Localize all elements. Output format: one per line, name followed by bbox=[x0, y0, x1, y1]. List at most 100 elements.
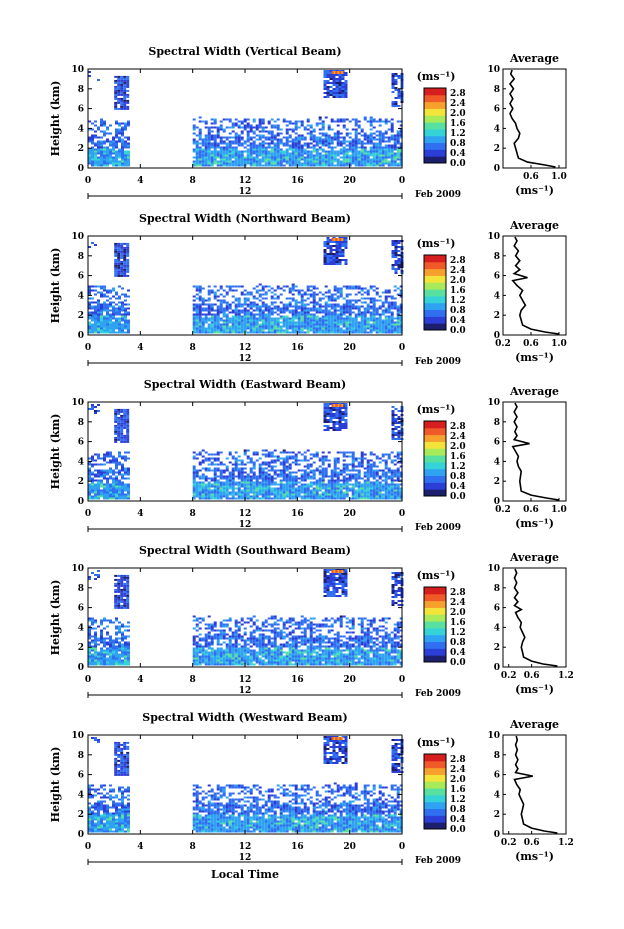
data-cell bbox=[201, 317, 205, 320]
data-cell bbox=[327, 136, 331, 139]
data-cell bbox=[109, 327, 112, 330]
data-cell bbox=[399, 132, 403, 135]
data-cell bbox=[338, 245, 342, 247]
data-cell bbox=[279, 321, 283, 324]
data-cell bbox=[201, 325, 205, 328]
data-cell bbox=[117, 434, 121, 437]
data-cell bbox=[213, 146, 217, 149]
data-cell bbox=[117, 252, 121, 255]
data-cell bbox=[258, 118, 262, 121]
data-cell bbox=[234, 331, 238, 334]
data-cell bbox=[335, 84, 339, 86]
data-cell bbox=[375, 331, 379, 334]
data-cell bbox=[123, 83, 127, 86]
data-cell bbox=[88, 293, 91, 296]
data-cell bbox=[282, 285, 286, 288]
data-cell bbox=[117, 428, 121, 431]
data-cell bbox=[273, 311, 277, 314]
data-cell bbox=[393, 158, 397, 161]
data-cell bbox=[234, 285, 238, 288]
data-cell bbox=[336, 120, 340, 123]
data-cell bbox=[219, 152, 223, 155]
data-cell bbox=[360, 495, 364, 498]
data-cell bbox=[225, 485, 229, 488]
data-cell bbox=[390, 473, 394, 476]
data-cell bbox=[323, 251, 327, 253]
data-cell bbox=[338, 74, 342, 76]
data-cell bbox=[222, 156, 226, 159]
data-cell bbox=[360, 453, 364, 456]
data-cell bbox=[246, 319, 250, 322]
data-cell bbox=[372, 327, 376, 330]
data-cell bbox=[369, 467, 373, 470]
data-cell bbox=[394, 264, 398, 266]
data-cell bbox=[114, 262, 118, 265]
data-cell bbox=[381, 495, 385, 498]
data-cell bbox=[112, 477, 115, 480]
data-cell bbox=[228, 481, 232, 484]
data-cell bbox=[363, 142, 367, 145]
data-cell bbox=[252, 323, 256, 326]
data-cell bbox=[384, 321, 388, 324]
data-cell bbox=[243, 323, 247, 326]
data-cell bbox=[309, 465, 313, 468]
data-cell bbox=[318, 471, 322, 474]
data-cell bbox=[109, 154, 112, 157]
data-cell bbox=[366, 483, 370, 486]
data-cell bbox=[396, 453, 400, 456]
data-cell bbox=[351, 483, 355, 486]
data-cell bbox=[261, 327, 265, 330]
data-cell bbox=[207, 325, 211, 328]
data-cell bbox=[338, 247, 342, 249]
data-cell bbox=[312, 327, 316, 330]
data-cell bbox=[363, 307, 367, 310]
data-cell bbox=[267, 162, 271, 165]
data-cell bbox=[100, 463, 103, 466]
data-cell bbox=[124, 146, 127, 149]
data-cell bbox=[216, 467, 220, 470]
data-cell bbox=[115, 487, 118, 490]
data-cell bbox=[198, 489, 202, 492]
data-cell bbox=[333, 317, 337, 320]
data-cell bbox=[326, 82, 330, 84]
data-cell bbox=[124, 315, 127, 318]
data-cell bbox=[103, 463, 106, 466]
data-cell bbox=[246, 321, 250, 324]
data-cell bbox=[354, 132, 358, 135]
data-cell bbox=[291, 152, 295, 155]
data-cell bbox=[323, 259, 327, 261]
data-cell bbox=[396, 321, 400, 324]
data-cell bbox=[117, 89, 121, 92]
data-cell bbox=[397, 258, 401, 260]
data-cell bbox=[336, 313, 340, 316]
data-cell bbox=[363, 158, 367, 161]
data-cell bbox=[351, 305, 355, 308]
data-cell bbox=[258, 295, 262, 298]
data-cell bbox=[258, 497, 262, 500]
data-cell bbox=[332, 245, 336, 247]
data-cell bbox=[222, 295, 226, 298]
data-cell bbox=[341, 90, 345, 92]
data-cell bbox=[354, 315, 358, 318]
data-cell bbox=[315, 124, 319, 127]
data-cell bbox=[318, 497, 322, 500]
data-cell bbox=[255, 485, 259, 488]
data-cell bbox=[231, 471, 235, 474]
data-cell bbox=[399, 311, 403, 314]
data-cell bbox=[240, 291, 244, 294]
data-cell bbox=[339, 118, 343, 121]
data-cell bbox=[330, 303, 334, 306]
data-cell bbox=[336, 467, 340, 470]
data-cell bbox=[330, 329, 334, 332]
data-cell bbox=[300, 323, 304, 326]
data-cell bbox=[112, 295, 115, 298]
data-cell bbox=[390, 317, 394, 320]
data-cell bbox=[279, 164, 283, 167]
data-cell bbox=[243, 325, 247, 328]
data-cell bbox=[249, 303, 253, 306]
data-cell bbox=[393, 285, 397, 288]
data-cell bbox=[258, 329, 262, 332]
data-cell bbox=[363, 325, 367, 328]
data-cell bbox=[219, 299, 223, 302]
data-cell bbox=[207, 305, 211, 308]
